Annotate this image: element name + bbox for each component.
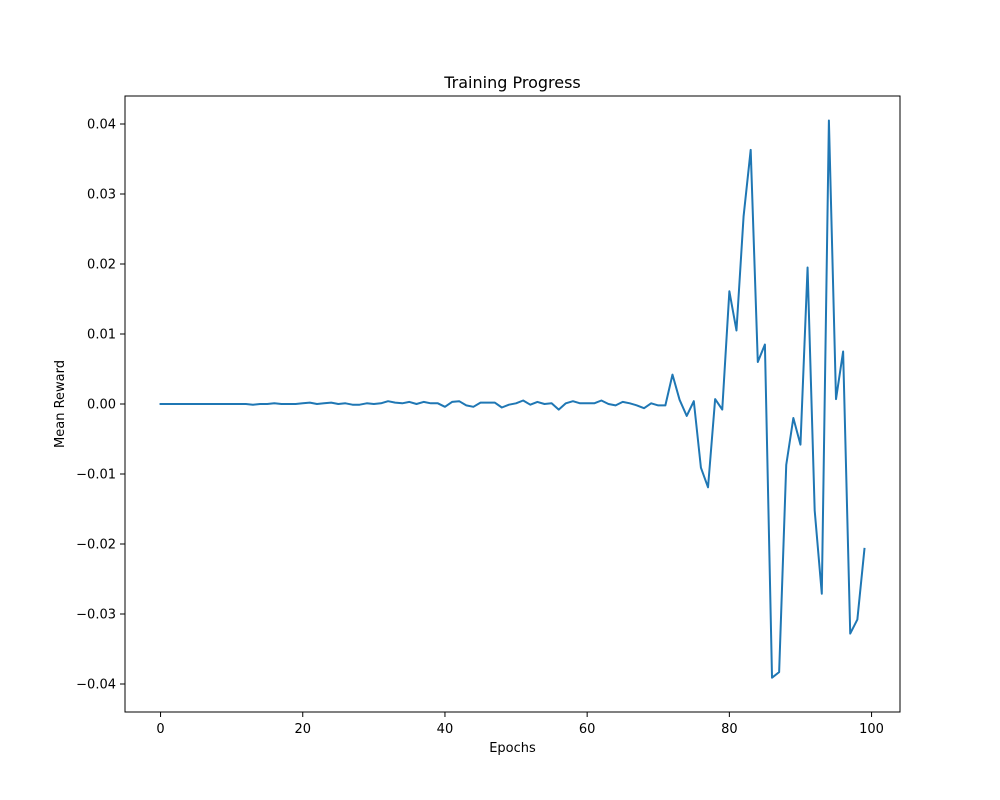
y-axis-ticks: −0.04 −0.03 −0.02 −0.01 0.00 0.01 0.02 0.03 0.04 [76, 118, 125, 693]
y-tick-label: 0.00 [87, 398, 116, 413]
x-tick-label: 20 [294, 722, 311, 737]
x-axis-label: Epochs [489, 741, 536, 756]
x-tick-label: 40 [437, 722, 454, 737]
y-tick-label: −0.04 [76, 678, 116, 693]
y-tick-label: −0.01 [76, 468, 116, 483]
y-tick-label: 0.03 [87, 188, 116, 203]
y-axis-label: Mean Reward [53, 360, 68, 448]
chart-title: Training Progress [443, 73, 581, 92]
x-tick-label: 80 [721, 722, 738, 737]
y-tick-label: 0.01 [87, 328, 116, 343]
x-tick-label: 0 [156, 722, 164, 737]
y-tick-label: 0.02 [87, 258, 116, 273]
x-tick-label: 60 [579, 722, 596, 737]
series-line [159, 119, 866, 679]
x-tick-label: 100 [859, 722, 884, 737]
y-tick-label: −0.02 [76, 538, 116, 553]
y-tick-label: 0.04 [87, 118, 116, 133]
y-tick-label: −0.03 [76, 608, 116, 623]
x-axis-ticks: 0 20 40 60 80 100 [156, 712, 884, 737]
